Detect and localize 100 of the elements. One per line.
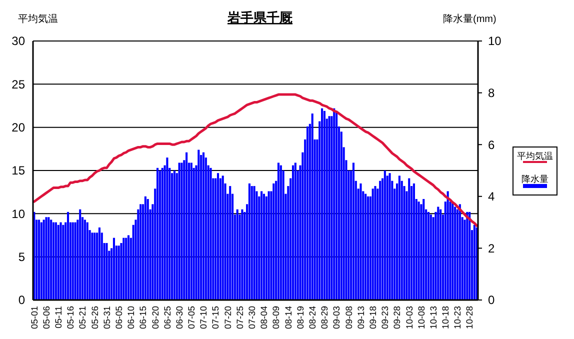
bar [272,183,275,300]
bar [118,246,120,300]
y-tick-label: 0 [18,293,26,308]
bar [156,168,159,300]
x-tick-label: 07-20 [222,306,233,330]
x-tick-label: 10-13 [428,306,438,330]
bar [437,206,440,300]
x-tick-label: 05-01 [29,306,40,330]
bar [146,198,149,300]
bar [91,232,94,300]
y-tick-label: 30 [12,34,26,48]
bar [40,222,42,300]
bar [292,165,294,300]
bar [260,191,263,300]
x-tick-label: 08-04 [259,306,270,330]
bar [452,202,454,300]
y2-tick-label: 10 [488,34,502,48]
bar [268,191,270,300]
text: 降水量 [522,174,548,184]
x-tick-label: 09-18 [368,306,378,330]
bar [321,108,324,300]
bar [294,162,296,300]
bar [360,183,362,300]
bar [333,108,336,300]
x-tick-label: 10-28 [464,306,475,330]
x-tick-label: 10-08 [416,306,426,330]
bar [50,220,52,300]
bar [422,198,425,300]
bar [38,220,40,300]
bar [364,194,367,300]
bar [140,204,142,300]
x-tick-label: 09-28 [392,306,402,330]
y-tick-label: 5 [18,250,26,264]
bar [125,238,128,300]
bar [222,176,224,300]
bar [42,220,45,300]
y-tick-label: 25 [12,77,26,92]
y2-tick-label: 6 [488,138,495,152]
x-tick-label: 10-23 [452,306,463,330]
bar [178,162,180,300]
bar [440,209,442,300]
bar [48,217,50,300]
x-tick-label: 06-20 [150,306,160,330]
bar [323,110,326,300]
text: 平均気温 [517,151,553,161]
x-tick-label: 06-10 [126,306,136,330]
x-tick-label: 06-30 [174,306,184,330]
bar [202,152,205,300]
bar [161,168,164,300]
x-tick-label: 09-08 [344,306,354,330]
bar [166,158,168,300]
bar [372,188,374,300]
bar [430,214,432,300]
line-series [32,93,478,228]
bar [186,152,188,300]
bar [379,180,382,300]
x-tick-label: 08-09 [271,306,282,330]
bar [210,168,212,300]
bar [98,227,100,300]
x-tick-label: 06-15 [138,306,148,330]
bar [86,222,88,300]
x-tick-label: 05-06 [41,306,52,330]
bar [336,110,338,300]
bar [280,165,282,300]
bar [66,212,70,300]
bar [216,173,220,300]
bar [352,162,355,300]
bar [262,194,265,300]
bar [112,238,116,300]
bar [398,176,400,300]
bar [458,204,461,300]
bar [468,212,471,300]
x-tick-label: 07-10 [198,306,209,330]
bar [62,224,64,300]
bar [311,114,314,300]
x-tick-label: 09-23 [380,306,390,330]
bar [250,186,253,300]
x-tick-label: 05-21 [78,306,88,330]
x-tick-label: 05-26 [90,306,100,330]
bar [466,212,468,300]
bar [60,222,62,300]
x-tick-label: 06-25 [162,306,172,330]
x-tick-label: 05-16 [66,306,76,330]
bar [408,178,410,300]
bar [84,220,86,300]
bar [106,243,108,300]
bar [374,186,376,300]
y2-tick-label: 4 [488,190,495,204]
bar [54,222,57,300]
y-axis-title: 平均気温 [18,13,58,25]
chart-title: 岩手県千厩 [226,10,292,25]
x-tick-label: 06-05 [114,306,124,330]
x-tick-label: 08-14 [283,306,294,330]
bar [277,162,280,300]
x-tick-label: 05-31 [102,306,112,330]
x-tick-label: 08-19 [295,306,306,330]
bar [180,162,183,300]
bar [198,150,200,300]
x-tick-label: 09-03 [332,306,342,330]
bar [229,186,232,300]
